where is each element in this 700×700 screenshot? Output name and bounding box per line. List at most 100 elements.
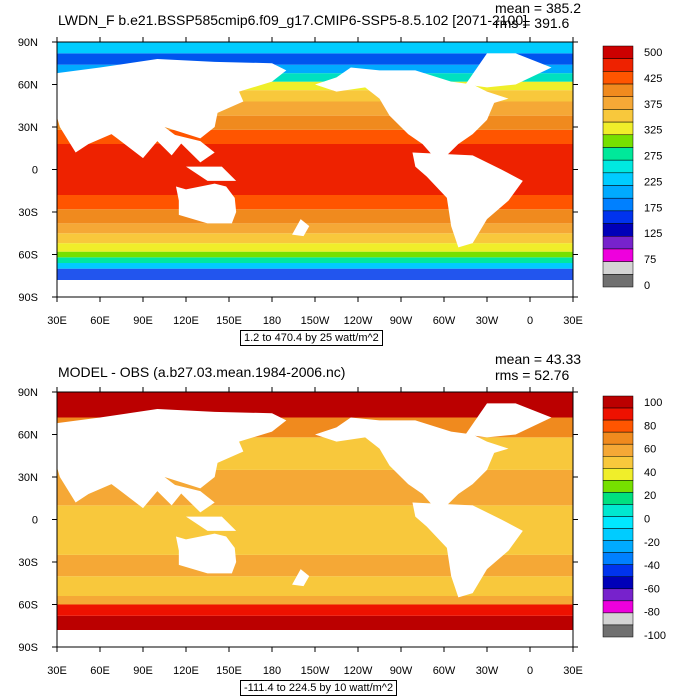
colorbar-label: 500 [644, 47, 662, 59]
x-tick-label: 120E [173, 665, 199, 677]
y-tick-label: 0 [32, 515, 38, 527]
x-tick-label: 120W [344, 665, 373, 677]
colorbar-box [602, 185, 634, 199]
field-band [57, 243, 573, 252]
field-band [57, 233, 573, 244]
chart-title: MODEL - OBS (a.b27.03.mean.1984-2006.nc) [58, 364, 346, 380]
colorbar-label: 0 [644, 514, 650, 526]
land-mask [171, 484, 215, 513]
colorbar-box [602, 121, 634, 136]
x-tick-label: 30E [563, 315, 583, 327]
colorbar-box [602, 261, 634, 275]
land-mask [465, 53, 552, 88]
colorbar-box [602, 600, 634, 614]
colorbar-box [602, 407, 634, 421]
x-tick-label: 30W [476, 665, 499, 677]
x-tick-label: 120W [344, 315, 373, 327]
colorbar-box [602, 528, 634, 541]
colorbar-label: 425 [644, 73, 662, 85]
field-band [57, 615, 573, 630]
colorbar-label: 20 [644, 490, 656, 502]
field-band [57, 280, 573, 297]
colorbar-box [602, 492, 634, 505]
map-layer [0, 42, 573, 297]
field-band [57, 73, 573, 82]
field-band [57, 257, 573, 263]
colorbar-label: 225 [644, 176, 662, 188]
x-tick-label: 30W [476, 315, 499, 327]
colorbar-label: -60 [644, 583, 660, 595]
colorbar-label: 275 [644, 151, 662, 163]
field-band [57, 42, 573, 54]
field-band [57, 64, 573, 74]
colorbar-label: 80 [644, 420, 656, 432]
x-tick-label: 90W [390, 315, 413, 327]
chart-title: LWDN_F b.e21.BSSP585cmip6.f09_g17.CMIP6-… [58, 12, 528, 28]
x-tick-label: 30E [47, 315, 67, 327]
y-tick-label: 0 [32, 165, 38, 177]
colorbar-label: 175 [644, 202, 662, 214]
x-tick-label: 30E [47, 665, 67, 677]
field-band [57, 81, 573, 91]
y-tick-label: 90S [18, 292, 38, 304]
land-mask [0, 117, 57, 220]
map-layer [0, 392, 573, 647]
contour-caption: -111.4 to 224.5 by 10 watt/m^2 [240, 680, 398, 696]
x-tick-label: 150W [301, 665, 330, 677]
x-tick-label: 0 [527, 665, 533, 677]
colorbar-box [602, 504, 634, 517]
x-tick-label: 180 [263, 665, 281, 677]
colorbar-box [602, 248, 634, 262]
colorbar-box [602, 552, 634, 565]
y-tick-label: 30S [18, 207, 38, 219]
land-mask [315, 417, 509, 509]
y-tick-label: 90N [18, 387, 38, 399]
mean-label: mean = 385.2 [495, 0, 582, 16]
colorbar-box [602, 395, 634, 409]
field-band [57, 263, 573, 269]
colorbar-box [602, 540, 634, 553]
colorbar-label: -100 [644, 630, 666, 642]
field-band [57, 268, 573, 280]
colorbar-box [602, 210, 634, 224]
colorbar-box [602, 456, 634, 469]
colorbar-box [602, 96, 634, 110]
colorbar-box [602, 588, 634, 602]
colorbar-box [602, 624, 634, 638]
colorbar-box [602, 58, 634, 72]
x-tick-label: 90W [390, 665, 413, 677]
y-tick-label: 60S [18, 600, 38, 612]
land-mask [292, 219, 310, 237]
colorbar-box [602, 197, 634, 212]
land-mask [186, 166, 237, 181]
colorbar-box [602, 147, 634, 161]
colorbar-box [602, 223, 634, 237]
y-tick-label: 60N [18, 80, 38, 92]
top-panel: LWDN_F b.e21.BSSP585cmip6.f09_g17.CMIP6-… [0, 0, 663, 346]
colorbar-box [602, 45, 634, 59]
colorbar-box [602, 71, 634, 85]
colorbar-label: 125 [644, 228, 662, 240]
colorbar-box [602, 576, 634, 590]
land-mask [315, 67, 509, 159]
x-tick-label: 150E [216, 315, 242, 327]
bottom-panel: MODEL - OBS (a.b27.03.mean.1984-2006.nc)… [0, 350, 700, 700]
land-mask [465, 403, 552, 438]
colorbar-box [602, 172, 634, 186]
mean-label: mean = 43.33 [495, 351, 582, 367]
field-band [57, 251, 573, 258]
land-mask [21, 409, 287, 509]
y-tick-label: 60S [18, 250, 38, 262]
x-tick-label: 60E [90, 665, 110, 677]
x-tick-label: 60E [90, 315, 110, 327]
colorbar-label: 325 [644, 125, 662, 137]
colorbar-box [602, 443, 634, 457]
field-band [57, 576, 573, 596]
colorbar-label: -40 [644, 560, 660, 572]
x-tick-label: 180 [263, 315, 281, 327]
map-chart: 30E 60E 90E 120E 150E 180 150W 120W 90W 60W 30W 0 30… [0, 37, 663, 327]
land-mask [0, 467, 57, 570]
colorbar-label: -20 [644, 537, 660, 549]
y-tick-label: 30N [18, 122, 38, 134]
rms-label: rms = 391.6 [495, 15, 570, 31]
